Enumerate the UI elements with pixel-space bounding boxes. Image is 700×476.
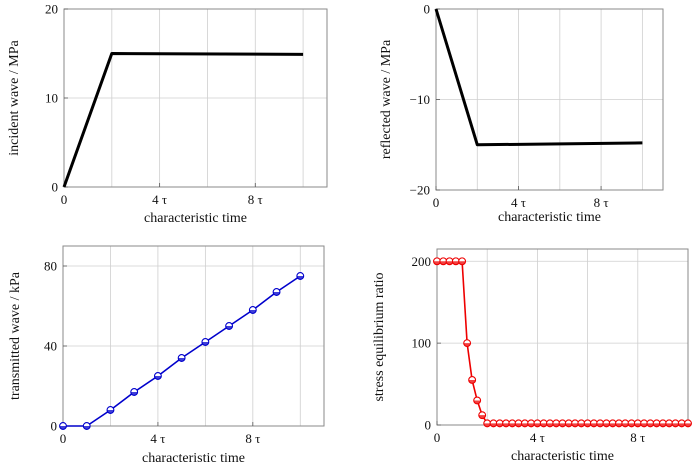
y-tick-label: 200 xyxy=(412,254,432,269)
transmitted-wave-chart: 0 4 τ 8 τ 0 40 80 characteristic time transmitt… xyxy=(8,245,325,466)
data-point-fill xyxy=(559,423,566,427)
data-point-fill xyxy=(249,310,257,314)
data-point-fill xyxy=(565,423,573,427)
data-point-fill xyxy=(577,423,585,427)
data-point-fill xyxy=(508,423,516,427)
y-tick-label: −10 xyxy=(410,92,430,107)
data-point-fill xyxy=(665,423,673,427)
y-tick-label: −20 xyxy=(410,183,430,198)
data-point-fill xyxy=(483,423,491,427)
x-tick-label: 8 τ xyxy=(248,192,263,207)
x-tick-label: 0 xyxy=(434,430,441,445)
data-point-fill xyxy=(502,423,510,427)
data-point-fill xyxy=(201,342,209,346)
x-tick-label: 0 xyxy=(61,192,68,207)
x-tick-label: 0 xyxy=(60,431,67,446)
x-axis-title: characteristic time xyxy=(142,451,245,466)
y-tick-label: 10 xyxy=(45,91,58,106)
data-point-fill xyxy=(609,423,617,427)
y-tick-label: 100 xyxy=(412,336,432,351)
data-point-fill xyxy=(672,423,679,427)
x-tick-label: 4 τ xyxy=(152,192,167,207)
data-point-fill xyxy=(527,423,535,427)
data-point-fill xyxy=(473,400,481,404)
y-tick-label: 40 xyxy=(44,339,57,354)
data-point-fill xyxy=(552,423,560,427)
data-point-fill xyxy=(107,410,114,414)
data-point-fill xyxy=(571,423,579,427)
y-tick-label: 20 xyxy=(45,2,58,17)
x-tick-label: 4 τ xyxy=(530,430,545,445)
y-axis-title: reflected wave / MPa xyxy=(379,39,394,159)
x-tick-label: 0 xyxy=(433,195,440,210)
data-point-fill xyxy=(615,423,623,427)
x-axis-title: characteristic time xyxy=(511,449,614,464)
x-tick-label: 4 τ xyxy=(150,431,165,446)
data-point-fill xyxy=(468,379,476,384)
data-point-fill xyxy=(546,423,554,427)
data-point-fill xyxy=(534,423,541,427)
data-point-fill xyxy=(684,423,692,427)
series-line xyxy=(63,275,301,427)
y-tick-label: 0 xyxy=(52,180,59,195)
plot-frame xyxy=(62,245,325,427)
data-point-fill xyxy=(433,261,441,265)
x-axis-title: characteristic time xyxy=(144,211,247,226)
data-point-fill xyxy=(634,423,642,427)
data-point-fill xyxy=(584,423,591,427)
data-point-fill xyxy=(463,343,471,347)
data-point-fill xyxy=(446,261,453,265)
reflected-wave-chart: 0 4 τ 8 τ 0 −10 −20 characteristic time reflect… xyxy=(379,2,664,225)
data-point-fill xyxy=(596,423,604,427)
x-axis-title: characteristic time xyxy=(498,210,601,225)
data-point-fill xyxy=(603,423,610,427)
data-point-fill xyxy=(178,358,186,362)
data-point-fill xyxy=(628,423,635,427)
data-point-fill xyxy=(439,261,447,265)
series-line xyxy=(434,8,643,147)
data-point-fill xyxy=(646,423,654,427)
data-point-fill xyxy=(490,423,497,427)
data-point-fill xyxy=(478,415,486,419)
data-point-fill xyxy=(59,426,67,430)
x-tick-label: 8 τ xyxy=(245,431,260,446)
data-point-fill xyxy=(659,423,667,427)
data-point-fill xyxy=(678,423,686,427)
data-point-fill xyxy=(653,423,661,427)
data-point-fill xyxy=(296,276,304,280)
series-line xyxy=(62,52,304,188)
x-tick-label: 8 τ xyxy=(594,195,609,210)
data-point-fill xyxy=(225,326,233,330)
x-tick-label: 4 τ xyxy=(511,195,526,210)
data-point-fill xyxy=(496,423,504,427)
y-tick-label: 80 xyxy=(44,259,57,274)
y-axis-title: transmitted wave / kPa xyxy=(8,271,23,400)
data-point-fill xyxy=(640,423,648,427)
data-point-fill xyxy=(83,426,91,430)
data-point-fill xyxy=(515,423,522,427)
data-point-fill xyxy=(130,392,138,396)
data-point-fill xyxy=(154,376,162,380)
data-point-fill xyxy=(621,423,629,427)
stress-equilibrium-ratio-chart: 0 4 τ 8 τ 0 100 200 characteristic time stress … xyxy=(372,248,692,464)
x-tick-label: 8 τ xyxy=(630,430,645,445)
data-point-fill xyxy=(540,423,548,427)
data-point-fill xyxy=(273,292,280,296)
y-tick-label: 0 xyxy=(424,2,431,17)
data-point-fill xyxy=(458,261,466,265)
y-tick-label: 0 xyxy=(51,419,58,434)
data-point-fill xyxy=(590,423,598,427)
y-tick-label: 0 xyxy=(425,418,432,433)
data-point-fill xyxy=(521,423,529,427)
y-axis-title: incident wave / MPa xyxy=(7,39,22,155)
y-axis-title: stress equilibrium ratio xyxy=(372,272,387,401)
incident-wave-chart: 0 4 τ 8 τ 0 10 20 characteristic time incident … xyxy=(7,2,328,226)
data-point-fill xyxy=(452,261,460,265)
